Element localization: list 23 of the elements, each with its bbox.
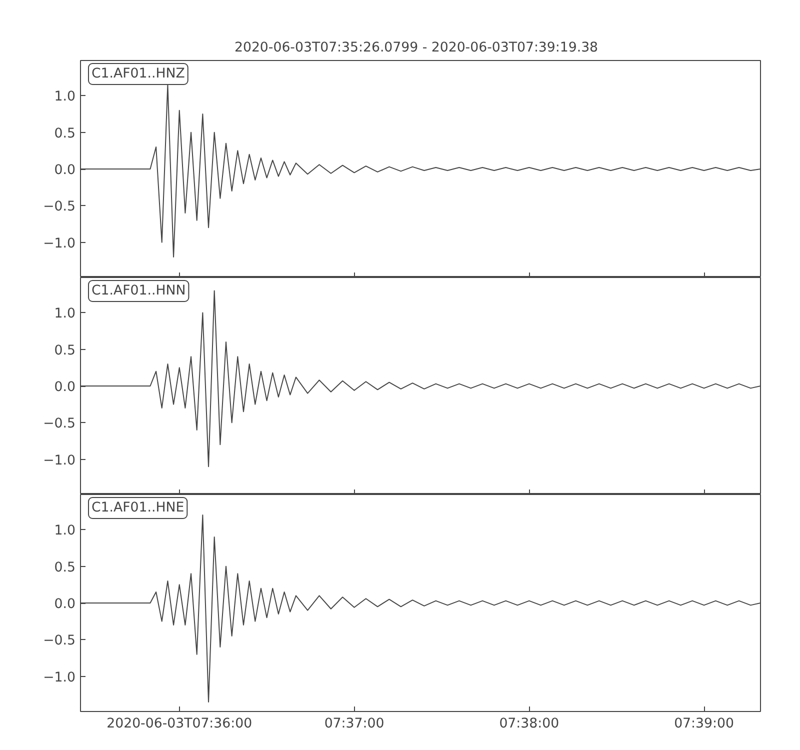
y-tick-label: −1.0: [43, 453, 76, 468]
y-tick-label: 0.0: [54, 597, 76, 612]
x-tick-label: 07:37:00: [324, 716, 384, 732]
annotation: C1.AF01..HNE: [92, 500, 184, 516]
y-tick-label: −1.0: [43, 236, 76, 252]
y-tick-label: −0.5: [43, 200, 76, 215]
y-tick-label: 1.0: [54, 524, 76, 539]
x-tick-label: 07:39:00: [674, 716, 734, 732]
annotation: C1.AF01..HNZ: [92, 66, 185, 82]
y-tick-label: −0.5: [43, 634, 76, 649]
y-tick-label: 0.0: [54, 163, 76, 178]
x-tick-label: 2020-06-03T07:36:00: [106, 716, 252, 732]
y-tick-label: 0.5: [54, 343, 76, 358]
annotation: C1.AF01..HNN: [92, 284, 186, 298]
x-tick-label: 07:38:00: [499, 716, 560, 732]
y-tick-label: −1.0: [43, 670, 76, 686]
y-tick-label: 1.0: [54, 90, 76, 105]
y-tick-label: −0.5: [43, 416, 76, 432]
y-tick-label: 0.5: [54, 560, 76, 576]
y-tick-label: 0.0: [54, 380, 76, 395]
y-tick-label: 0.5: [54, 126, 76, 142]
chart-title: 2020-06-03T07:35:26.0799 - 2020-06-03T07:39:19.38: [234, 40, 598, 56]
y-tick-label: 1.0: [54, 306, 76, 322]
